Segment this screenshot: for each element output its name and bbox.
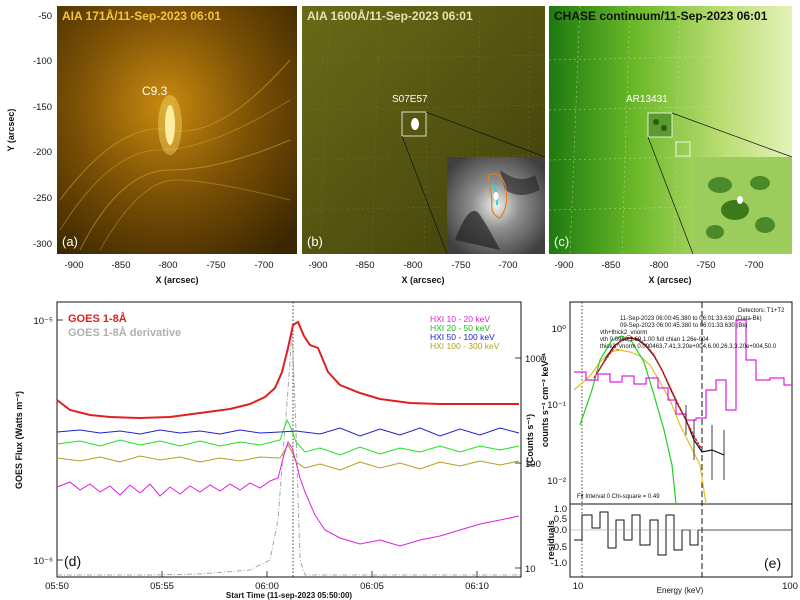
legend-goes-derivative: GOES 1-8Å derivative <box>68 326 181 339</box>
panel-b <box>301 5 546 255</box>
y-tick-label: -200 <box>33 147 52 158</box>
spectrum-y-tick-label: 10⁻¹ <box>547 400 566 411</box>
panel-d-tag: (d) <box>64 553 81 569</box>
panel-c-title: CHASE continuum/11-Sep-2023 06:01 <box>554 9 768 23</box>
spectrum-y-axis-label: counts s⁻¹ cm⁻² keV⁻¹ <box>540 353 550 447</box>
panel-e <box>569 301 793 578</box>
panel-c-tag: (c) <box>554 234 569 249</box>
energy-tick-label: 10 <box>573 581 584 592</box>
time-tick-label: 06:05 <box>360 581 384 592</box>
x-tick-label: -800 <box>403 260 422 271</box>
counts-y-tick-label: 10 <box>525 564 536 575</box>
x-tick-label: -750 <box>206 260 225 271</box>
x-tick-label: -700 <box>254 260 273 271</box>
panel-a <box>57 6 297 254</box>
time-tick-label: 05:55 <box>150 581 174 592</box>
residual-tick-label: -1.0 <box>551 558 567 569</box>
panel-c <box>548 5 793 255</box>
residual-tick-label: 1.0 <box>554 504 567 515</box>
top-x-axis-label: X (arcsec) <box>648 275 691 285</box>
y-tick-label: -100 <box>33 56 52 67</box>
y-tick-label: -250 <box>33 193 52 204</box>
region-position-label: S07E57 <box>392 94 428 105</box>
x-tick-label: -850 <box>111 260 130 271</box>
legend-hxi-100-300: HXI 100 - 300 keV <box>430 341 500 351</box>
legend-vth: vth 0.0962,1.69,1.00 full chian 1.26e-00… <box>600 337 709 343</box>
fit-info: Fit Interval 0 Chi-square = 0.49 <box>577 494 660 500</box>
residual-tick-label: 0.5 <box>554 514 567 525</box>
active-region-label: AR13431 <box>626 94 668 105</box>
residual-tick-label: -0.5 <box>551 542 567 553</box>
legend-data: 11-Sep-2023 06:00:45.380 to 06:01:33.630… <box>620 316 762 322</box>
goes-y-tick-label: 10⁻⁵ <box>33 316 53 327</box>
x-tick-label: -700 <box>744 260 763 271</box>
legend-background: 09-Sep-2023 06:00:45.380 to 06:01:33.630… <box>620 323 747 329</box>
y-tick-label: -50 <box>38 11 52 22</box>
flare-class-label: C9.3 <box>142 84 168 98</box>
top-x-axis-label: X (arcsec) <box>155 275 198 285</box>
legend-hxi-20-50: HXI 20 - 50 keV <box>430 323 490 333</box>
spectrum-y-tick-label: 10⁻² <box>547 476 566 487</box>
x-tick-label: -800 <box>158 260 177 271</box>
time-axis-label: Start Time (11-sep-2023 05:50:00) <box>226 591 352 600</box>
x-tick-label: -750 <box>451 260 470 271</box>
time-tick-label: 06:10 <box>465 581 489 592</box>
x-tick-label: -900 <box>308 260 327 271</box>
y-tick-label: -150 <box>33 102 52 113</box>
panel-b-title: AIA 1600Å/11-Sep-2023 06:01 <box>307 8 473 23</box>
goes-y-tick-label: 10⁻⁶ <box>34 556 54 567</box>
counts-y-tick-label: 100 <box>525 459 541 470</box>
y-tick-label: -300 <box>33 239 52 250</box>
detectors-label: Detectors: T1+T2 <box>738 308 785 314</box>
x-tick-label: -750 <box>696 260 715 271</box>
x-tick-label: -900 <box>64 260 83 271</box>
legend-goes: GOES 1-8Å <box>68 312 127 325</box>
top-y-axis-label: Y (arcsec) <box>6 109 16 152</box>
legend-hxi-50-100: HXI 50 - 100 keV <box>430 332 495 342</box>
residual-axis-label: residuals <box>546 520 556 560</box>
counts-y-tick-label: 1000 <box>525 354 546 365</box>
top-y-axis: -50 -100 -150 -200 -250 -300 Y (arcsec) <box>6 11 52 250</box>
top-x-axis-label: X (arcsec) <box>401 275 444 285</box>
energy-tick-label: 100 <box>782 581 798 592</box>
panel-e-tag: (e) <box>764 555 781 571</box>
x-tick-label: -700 <box>498 260 517 271</box>
x-tick-label: -850 <box>355 260 374 271</box>
top-x-axes: -900 -850 -800 -750 -700 X (arcsec) -900… <box>64 260 763 285</box>
residual-tick-label: 0.0 <box>554 525 567 536</box>
panel-b-tag: (b) <box>307 234 323 249</box>
counts-y-axis-label: (Counts s⁻¹) <box>525 414 535 466</box>
panel-a-title: AIA 171Å/11-Sep-2023 06:01 <box>62 8 221 23</box>
panel-d <box>56 301 522 578</box>
legend-total-fit: vth+thick2_vnorm <box>600 330 647 336</box>
x-tick-label: -850 <box>601 260 620 271</box>
x-tick-label: -900 <box>554 260 573 271</box>
time-tick-label: 06:00 <box>255 581 279 592</box>
goes-y-axis-label: GOES Flux (Watts m⁻²) <box>14 391 24 489</box>
time-tick-label: 05:50 <box>45 581 69 592</box>
spectrum-y-tick-label: 10⁰ <box>552 324 567 335</box>
legend-hxi-10-20: HXI 10 - 20 keV <box>430 314 490 324</box>
panel-a-tag: (a) <box>62 234 78 249</box>
legend-thick2: thick2_vnorm 0.000463,7.41,3.20e+004,6.0… <box>600 344 777 350</box>
energy-axis-label: Energy (keV) <box>657 586 704 595</box>
x-tick-label: -800 <box>649 260 668 271</box>
